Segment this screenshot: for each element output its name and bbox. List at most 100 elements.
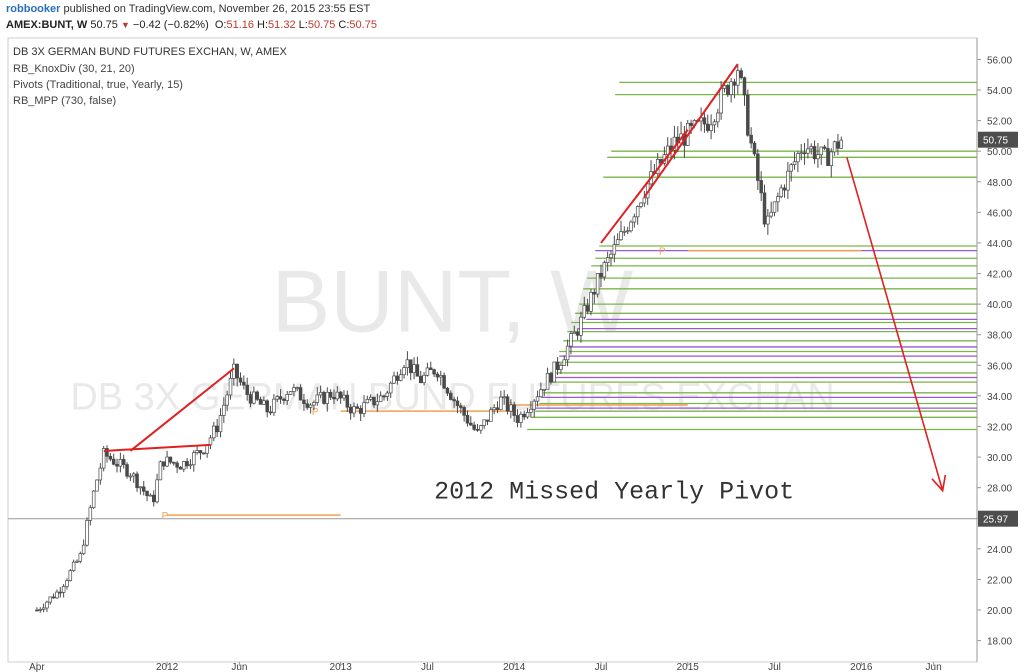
candle-body xyxy=(332,396,336,400)
y-tick-label: 50.00 xyxy=(987,147,1012,158)
candle-body xyxy=(545,372,550,390)
candle-body xyxy=(192,452,196,466)
candle-body xyxy=(105,448,109,457)
candle-body xyxy=(575,331,580,336)
candle-body xyxy=(499,396,503,410)
x-tick-label: Apr xyxy=(29,662,45,672)
candle-body xyxy=(746,94,750,136)
candle-body xyxy=(482,419,486,426)
publish-info: published on TradingView.com, November 2… xyxy=(63,3,371,15)
candle-body xyxy=(172,461,176,464)
candle-body xyxy=(345,394,350,408)
candle-body xyxy=(318,392,323,396)
candle-body xyxy=(91,490,96,508)
candle-body xyxy=(635,206,640,218)
candle-body xyxy=(716,112,720,123)
candle-body xyxy=(542,388,546,391)
candle-body xyxy=(592,291,597,295)
candle-body xyxy=(552,361,556,383)
x-tick-label: 2014 xyxy=(503,662,526,672)
y-tick-label: 44.00 xyxy=(987,239,1012,250)
candle-body xyxy=(806,148,810,154)
candle-body xyxy=(495,407,500,410)
candle-body xyxy=(382,395,386,398)
candle-body xyxy=(45,601,49,609)
y-tick-label: 20.00 xyxy=(987,606,1012,617)
candle-body xyxy=(729,81,733,95)
candle-body xyxy=(65,580,69,587)
candle-body xyxy=(702,117,707,125)
candle-body xyxy=(726,85,730,95)
candle-body xyxy=(595,272,600,295)
indicator-pivots[interactable]: Pivots (Traditional, true, Yearly, 15) xyxy=(13,79,183,91)
candle-body xyxy=(475,429,480,431)
candle-body xyxy=(792,161,797,165)
candle-body xyxy=(128,475,133,478)
candle-body xyxy=(769,211,773,217)
candle-body xyxy=(41,607,46,610)
y-tick-label: 38.00 xyxy=(987,331,1012,342)
candle-body xyxy=(202,452,206,455)
candle-body xyxy=(262,400,266,405)
candle-body xyxy=(388,382,393,394)
candles xyxy=(35,65,844,613)
candle-body xyxy=(489,409,493,422)
candle-body xyxy=(38,609,43,611)
candle-body xyxy=(462,407,466,416)
candle-body xyxy=(78,553,83,562)
last-price-tag-bg xyxy=(978,131,1018,148)
reference-price-tag-bg xyxy=(978,510,1018,527)
candle-body xyxy=(295,387,300,389)
candle-body xyxy=(582,305,587,318)
candle-body xyxy=(589,291,593,312)
y-tick-label: 56.00 xyxy=(987,55,1012,66)
high-value: 51.32 xyxy=(268,19,296,31)
candle-body xyxy=(145,490,149,497)
indicator-knoxdiv[interactable]: RB_KnoxDiv (30, 21, 20) xyxy=(13,63,135,75)
candle-body xyxy=(51,596,56,599)
divergence-line xyxy=(643,63,739,198)
candle-body xyxy=(158,461,163,481)
low-value: 50.75 xyxy=(307,19,336,31)
y-tick-label: 52.00 xyxy=(987,117,1012,128)
candle-body xyxy=(85,520,89,546)
candle-body xyxy=(502,396,506,399)
candle-body xyxy=(322,392,326,404)
candle-body xyxy=(772,201,777,213)
annotation-text: 2012 Missed Yearly Pivot xyxy=(434,477,794,506)
author-link[interactable]: robbooker xyxy=(6,3,61,15)
pivot-marker: P xyxy=(312,407,319,418)
y-tick-label: 30.00 xyxy=(987,453,1012,464)
candle-body xyxy=(549,372,553,383)
candle-body xyxy=(365,398,370,404)
y-tick-label: 40.00 xyxy=(987,300,1012,311)
low-label: L: xyxy=(298,19,308,31)
candle-body xyxy=(709,124,713,131)
candle-body xyxy=(449,392,453,400)
candle-body xyxy=(629,221,633,232)
candle-body xyxy=(519,413,523,423)
candle-body xyxy=(141,486,146,492)
candle-body xyxy=(632,216,637,223)
candle-body xyxy=(355,406,360,409)
candle-body xyxy=(405,359,410,369)
candle-body xyxy=(131,473,136,477)
candle-body xyxy=(392,375,396,384)
indicator-mpp[interactable]: RB_MPP (730, false) xyxy=(13,95,117,107)
candle-body xyxy=(101,448,106,469)
divergence-line xyxy=(103,443,211,452)
candle-body xyxy=(88,507,93,521)
candle-body xyxy=(415,364,420,377)
x-tick-label: 2016 xyxy=(850,662,873,672)
candle-body xyxy=(789,164,793,172)
candle-body xyxy=(749,134,753,144)
candle-body xyxy=(148,494,153,497)
candle-body xyxy=(786,170,790,191)
candle-body xyxy=(512,404,516,416)
candle-body xyxy=(165,456,169,467)
reference-price-tag: 25.97 xyxy=(983,515,1008,526)
candle-body xyxy=(348,406,353,414)
candle-body xyxy=(68,570,73,581)
candle-body xyxy=(529,408,533,413)
